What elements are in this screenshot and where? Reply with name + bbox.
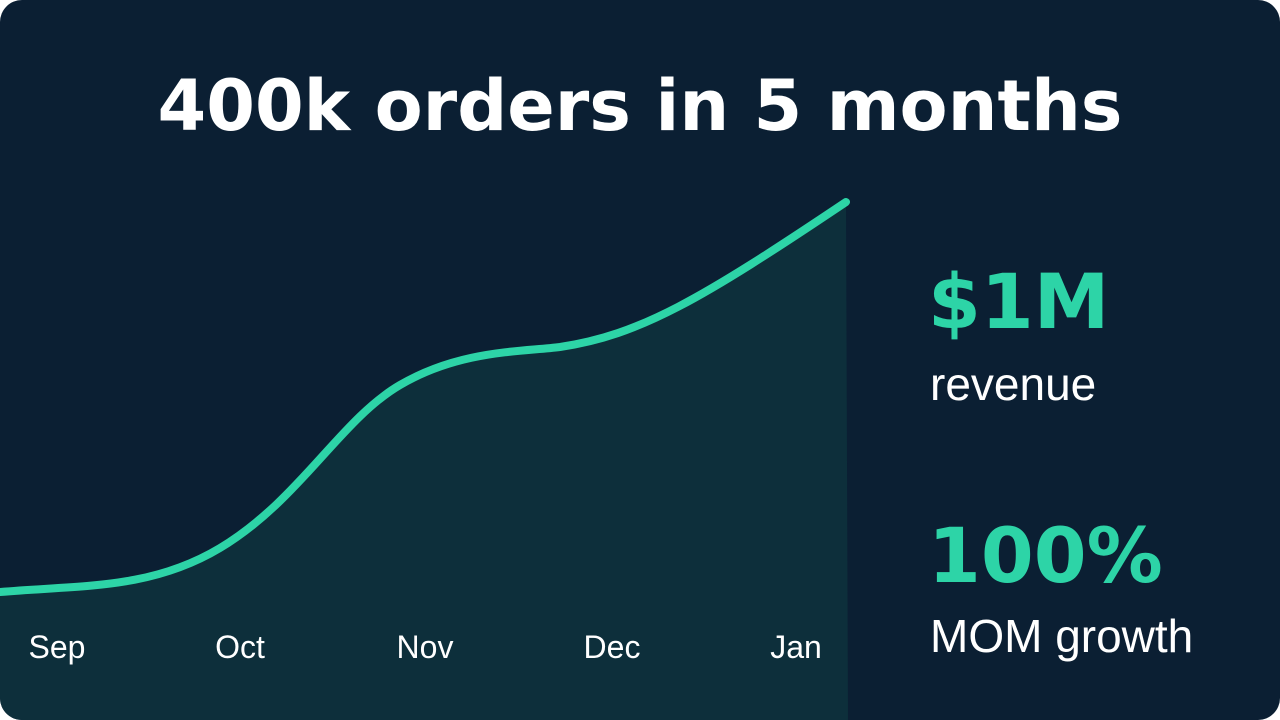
month-label: Oct <box>215 629 265 665</box>
growth-line <box>0 198 850 596</box>
stat-value: 100% <box>928 511 1163 600</box>
area-fill <box>0 202 848 720</box>
month-label: Jan <box>770 629 822 665</box>
stat-label: MOM growth <box>930 610 1193 662</box>
month-label: Nov <box>397 629 454 665</box>
month-label: Sep <box>29 629 86 665</box>
title: 400k orders in 5 months <box>158 65 1123 147</box>
stat-value: $1M <box>928 257 1109 346</box>
month-labels: Sep Oct Nov Dec Jan <box>29 629 822 665</box>
stat-label: revenue <box>930 358 1096 410</box>
month-label: Dec <box>584 629 641 665</box>
